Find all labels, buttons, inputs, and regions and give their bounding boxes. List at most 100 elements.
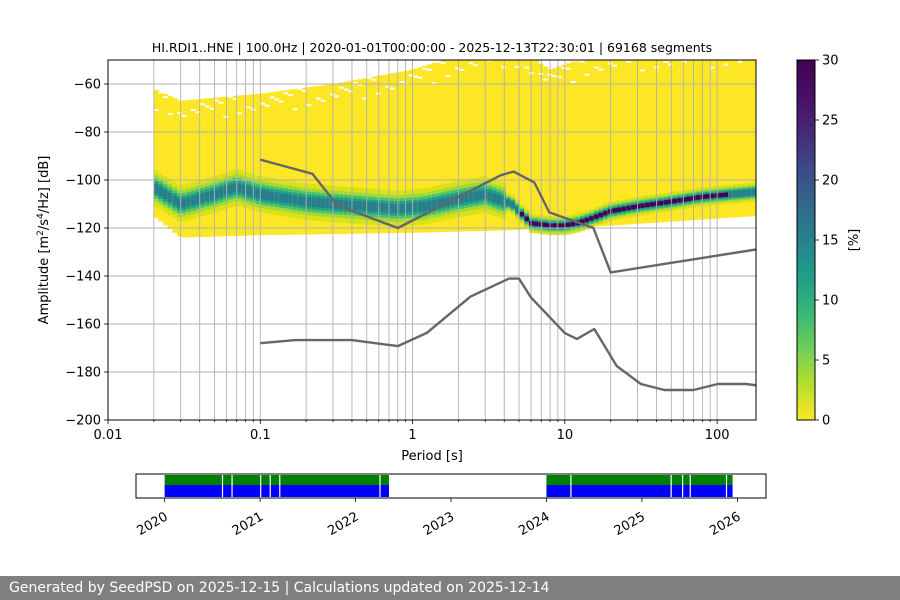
psd-gap-cell	[320, 99, 326, 102]
psd-gap-cell	[195, 111, 201, 114]
psd-gap-cell	[431, 60, 437, 62]
availability-tick-label: 2026	[707, 509, 743, 539]
psd-density-cell	[417, 202, 424, 212]
availability-gap	[279, 475, 281, 497]
psd-gap-cell	[246, 84, 252, 87]
psd-gap-cell	[260, 80, 266, 83]
y-label-part: /Hz] [dB]	[37, 156, 52, 214]
psd-gap-cell	[667, 63, 674, 66]
psd-gap-cell	[274, 98, 280, 101]
y-tick-label: −120	[65, 222, 101, 237]
psd-gap-cell	[520, 27, 525, 29]
psd-density-cell	[227, 184, 234, 194]
psd-band-cell	[288, 89, 294, 235]
psd-band-cell	[214, 97, 220, 237]
psd-peak-cell	[519, 211, 526, 217]
psd-gap-cell	[431, 82, 437, 85]
psd-density-cell	[218, 187, 224, 197]
noise-model-line	[259, 158, 756, 274]
psd-gap-cell	[673, 21, 678, 23]
x-tick-label: 1	[408, 428, 416, 443]
psd-band-cell	[343, 81, 349, 234]
psd-density-cell	[515, 206, 521, 213]
psd-band-cell	[570, 61, 576, 228]
psd-band-cell	[357, 79, 363, 234]
grid	[108, 60, 756, 420]
psd-density-cell	[311, 197, 317, 207]
psd-gap-cell	[478, 56, 483, 58]
psd-gap-cell	[445, 75, 451, 78]
psd-peak-cell	[570, 221, 576, 227]
psd-band-cell	[510, 60, 516, 231]
psd-gap-cell	[348, 68, 354, 71]
psd-peak-cell	[635, 204, 641, 209]
psd-gap-cell	[209, 85, 215, 88]
psd-density-cell	[288, 194, 294, 204]
psd-gap-cell	[181, 114, 187, 117]
psd-density-cell	[441, 197, 447, 207]
psd-band-cell	[297, 88, 303, 235]
psd-gap-cell	[302, 89, 308, 92]
psd-gap-cell	[534, 55, 539, 57]
psd-gap-cell	[751, 35, 756, 37]
psd-band-cell	[204, 98, 211, 237]
psd-gap-cell	[709, 66, 715, 69]
psd-band-cell	[612, 60, 618, 226]
psd-gap-cell	[380, 72, 387, 75]
psd-gap-cell	[260, 102, 266, 105]
psd-band-cell	[218, 97, 224, 237]
availability-axis: 2020 2021 2022 2023 2024 2025 2026	[134, 498, 743, 539]
psd-band-cell	[529, 60, 535, 230]
psd-gap-cell	[172, 95, 178, 98]
psd-gap-cell	[459, 68, 465, 71]
psd-density-cell	[241, 184, 248, 195]
psd-density-cell	[348, 200, 354, 210]
psd-band-cell	[311, 86, 317, 235]
psd-band-cell	[348, 80, 354, 234]
psd-density-cell	[380, 203, 387, 213]
psd-band-cell	[737, 60, 743, 218]
psd-gap-cell	[566, 67, 572, 70]
psd-band-cell	[519, 60, 526, 230]
psd-gap-cell	[705, 30, 710, 32]
psd-band-cell	[190, 99, 197, 238]
psd-peak-cell	[598, 212, 604, 218]
colorbar-tick-label: 25	[822, 114, 839, 129]
psd-gap-cell	[265, 104, 271, 107]
psd-gap-cell	[283, 92, 289, 95]
psd-gap-cell	[223, 93, 229, 96]
psd-band-cell	[445, 60, 451, 232]
psd-gap-cell	[649, 30, 654, 32]
psd-density-cell	[246, 186, 252, 196]
psd-peak-cell	[700, 194, 706, 199]
psd-gap-cell	[561, 66, 567, 69]
psd-gap-cell	[497, 30, 502, 32]
psd-band-cell	[260, 93, 266, 236]
psd-density-cell	[403, 203, 410, 213]
availability-tick-label: 2023	[421, 509, 457, 539]
psd-gap-cell	[186, 72, 192, 75]
psd-density-cell	[181, 198, 187, 208]
psd-peak-cell	[644, 202, 651, 208]
psd-gap-cell	[158, 69, 164, 72]
psd-peak-cell	[718, 192, 725, 198]
psd-peak-cell	[561, 223, 567, 228]
psd-band-cell	[380, 74, 387, 234]
psd-band-cell	[181, 100, 187, 238]
psd-gap-cell	[617, 57, 622, 59]
psd-gap-cell	[357, 61, 363, 64]
psd-gap-cell	[343, 66, 349, 69]
availability-tick-label: 2024	[516, 509, 552, 539]
psd-gap-cell	[622, 36, 627, 38]
psd-gap-cell	[195, 88, 201, 91]
footer: Generated by SeedPSD on 2025-12-15 | Cal…	[0, 576, 900, 600]
psd-gap-cell	[362, 97, 368, 100]
psd-gap-cell	[232, 75, 238, 78]
psd-density-cell	[283, 193, 289, 203]
psd-gap-cell	[292, 85, 299, 88]
noise-model-line	[260, 277, 756, 392]
chart-title: HI.RDI1..HNE | 100.0Hz | 2020-01-01T00:0…	[152, 40, 712, 55]
psd-density-cell	[728, 191, 734, 198]
x-axis: 0.01 0.1 1 10 100	[94, 420, 730, 443]
